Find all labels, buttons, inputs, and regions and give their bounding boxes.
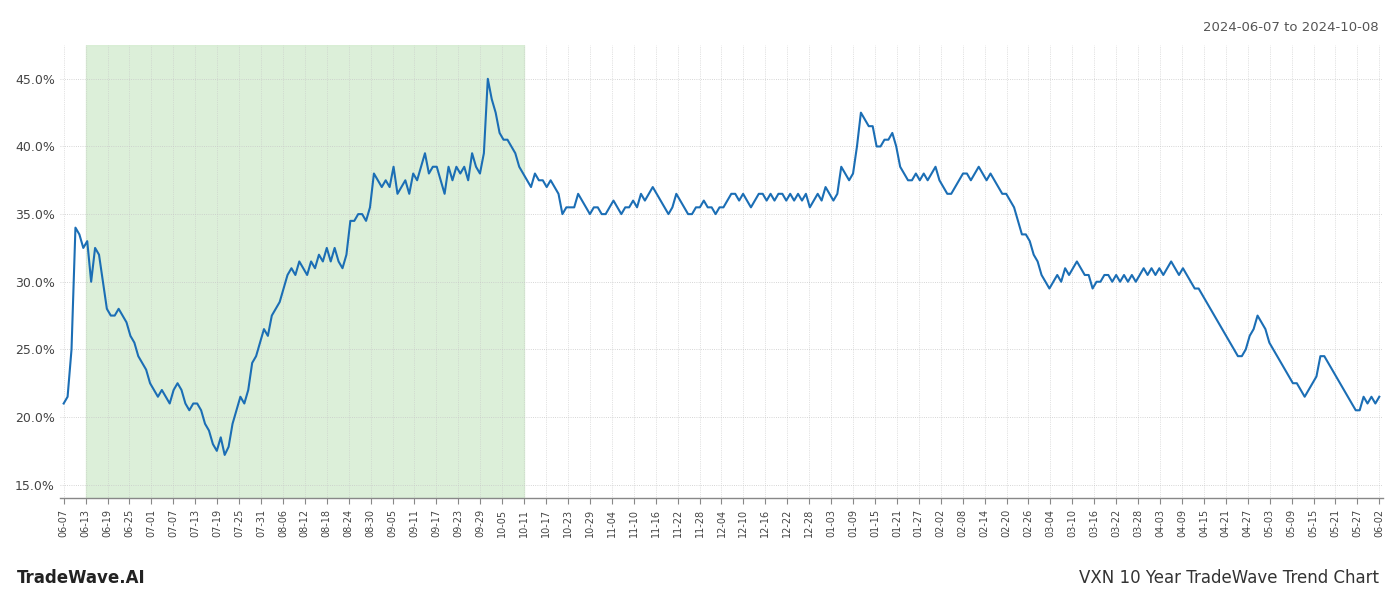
Text: 2024-06-07 to 2024-10-08: 2024-06-07 to 2024-10-08 [1204, 21, 1379, 34]
Text: VXN 10 Year TradeWave Trend Chart: VXN 10 Year TradeWave Trend Chart [1079, 569, 1379, 587]
Bar [85, 45, 524, 498]
Text: TradeWave.AI: TradeWave.AI [17, 569, 146, 587]
